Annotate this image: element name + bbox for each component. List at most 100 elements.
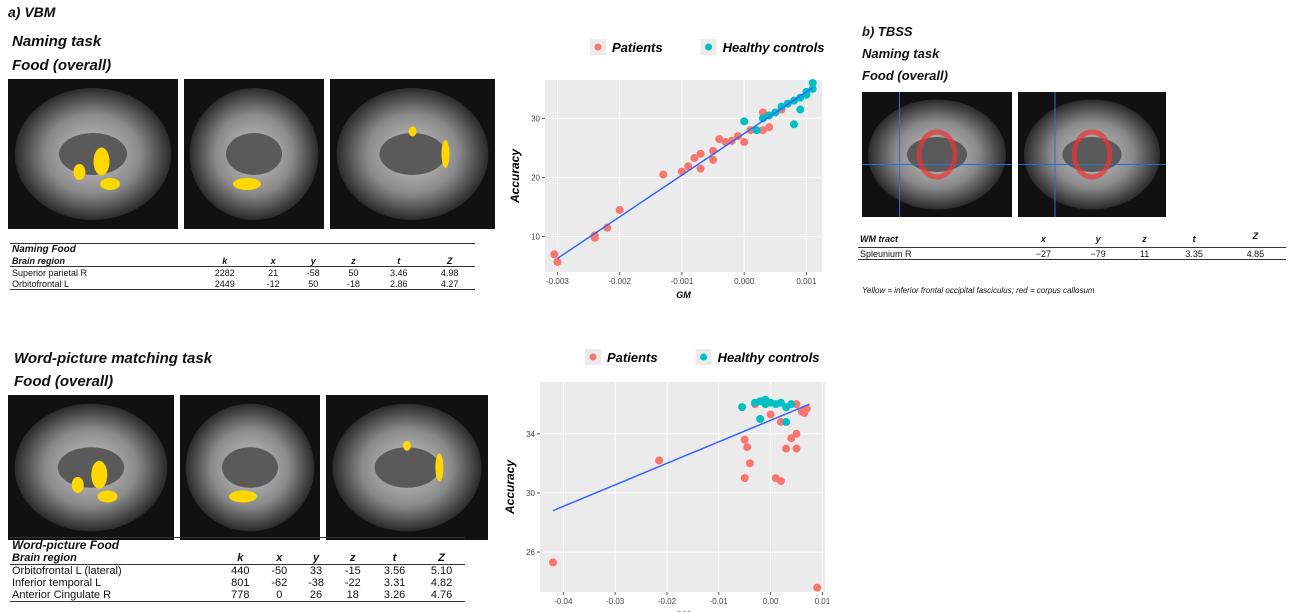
x-tick-label: -0.003 — [546, 277, 569, 286]
brain-drawing — [189, 88, 319, 220]
header-cell: t — [1163, 230, 1225, 248]
point — [765, 123, 774, 132]
point — [696, 164, 705, 173]
x-tick-label: -0.002 — [608, 277, 631, 286]
brain-core — [379, 133, 446, 175]
point — [782, 444, 791, 453]
table-cell: 2.86 — [373, 278, 425, 290]
header-cell: x — [1015, 230, 1071, 248]
table-cell: Anterior Cingulate R — [10, 589, 220, 602]
table-cell: Orbitofrontal L — [10, 278, 197, 290]
header-cell: t — [373, 255, 425, 267]
table-title: Word-picture Food — [10, 537, 465, 552]
header-cell: k — [219, 552, 261, 565]
activation — [435, 453, 444, 482]
table-cell: 0 — [260, 589, 298, 602]
point — [758, 126, 767, 135]
header-cell: y — [297, 552, 335, 565]
point — [743, 443, 752, 452]
point — [745, 459, 754, 468]
brain-image — [326, 395, 488, 540]
table-cell: 4.76 — [418, 589, 465, 602]
task-title: Naming task — [862, 46, 940, 61]
activation — [408, 126, 417, 137]
point — [758, 108, 767, 117]
point — [752, 126, 761, 135]
table-row: Anterior Cingulate R 778 0 26 18 3.26 4.76 — [10, 589, 465, 602]
point — [553, 257, 562, 266]
table-row: Spleunium R −27 −79 11 3.35 4.85 — [858, 247, 1286, 260]
activation — [441, 140, 450, 168]
table-row: Superior parietal R 2282 21 -58 50 3.46 4.98 — [10, 267, 475, 279]
y-axis-title: Accuracy — [503, 459, 517, 515]
header-cell: y — [1070, 230, 1126, 248]
brain-drawing — [185, 403, 315, 532]
point — [777, 102, 786, 111]
activation — [73, 164, 86, 180]
brain-drawing — [862, 92, 1012, 217]
table-cell: 50 — [293, 278, 334, 290]
table-cell: 3.31 — [383, 577, 406, 589]
point — [808, 84, 817, 93]
y-tick-label: 10 — [531, 233, 540, 242]
y-tick-label: 26 — [526, 548, 535, 557]
legend-marker — [594, 43, 602, 51]
point — [792, 429, 801, 438]
legend-note: Yellow = inferior frontal occipital fasc… — [862, 286, 1095, 295]
table-cell: 2282 — [214, 267, 235, 278]
activation — [93, 147, 110, 176]
point — [796, 105, 805, 114]
brain-image — [330, 79, 495, 229]
y-axis-title: Accuracy — [508, 148, 522, 204]
condition-title: Food (overall) — [14, 373, 114, 390]
results-table: Naming Food Brain region k x y z t Z Superior pa… — [10, 243, 475, 290]
task-title: Naming task — [12, 33, 102, 50]
table-cell: 3.35 — [1163, 247, 1225, 260]
activation — [229, 490, 257, 503]
point — [690, 153, 699, 162]
point — [796, 93, 805, 102]
table-title-row: Word-picture Food — [10, 537, 465, 552]
point — [776, 398, 785, 407]
point — [548, 558, 557, 567]
header-cell: WM tract — [858, 230, 1016, 248]
trend-line — [552, 403, 810, 512]
x-axis-title: GM — [675, 610, 690, 612]
table-cell: 26 — [297, 589, 335, 602]
table-cell: 3.46 — [390, 267, 408, 278]
activation — [97, 490, 118, 503]
table-cell: -18 — [333, 278, 374, 290]
panel-title: b) TBSS — [862, 24, 913, 39]
point — [590, 231, 599, 240]
point — [550, 250, 559, 259]
legend-label: Patients — [612, 40, 663, 55]
tract — [916, 129, 958, 180]
table-cell: -58 — [306, 267, 320, 278]
table-cell: -50 — [271, 565, 288, 577]
legend-label: Healthy controls — [718, 350, 820, 365]
table-row: Orbitofrontal L 2449 -12 50 -18 2.86 4.27 — [10, 278, 475, 290]
table-cell: 3.56 — [383, 565, 406, 577]
table-cell: −27 — [1015, 247, 1071, 260]
point — [787, 400, 796, 409]
brain-image — [862, 92, 1012, 217]
x-tick-label: 0.01 — [815, 597, 831, 606]
brain-core — [374, 447, 440, 488]
activation — [403, 440, 411, 451]
table-cell: −79 — [1070, 247, 1126, 260]
table-cell: 5.10 — [430, 565, 453, 577]
point — [787, 434, 796, 443]
table-cell: 21 — [268, 267, 279, 278]
table-cell: 801 — [231, 577, 250, 589]
brain-image — [8, 79, 178, 229]
point — [792, 444, 801, 453]
tract — [1071, 129, 1113, 180]
x-tick-label: 0.001 — [796, 277, 817, 286]
y-tick-label: 30 — [526, 489, 535, 498]
x-tick-label: -0.02 — [658, 597, 677, 606]
table-cell: 4.85 — [1224, 247, 1286, 260]
table-title-row: Naming Food — [10, 243, 475, 255]
header-row: WM tract x y z t Z — [858, 230, 1286, 248]
y-tick-label: 20 — [531, 173, 540, 182]
header-cell: z — [333, 255, 374, 267]
